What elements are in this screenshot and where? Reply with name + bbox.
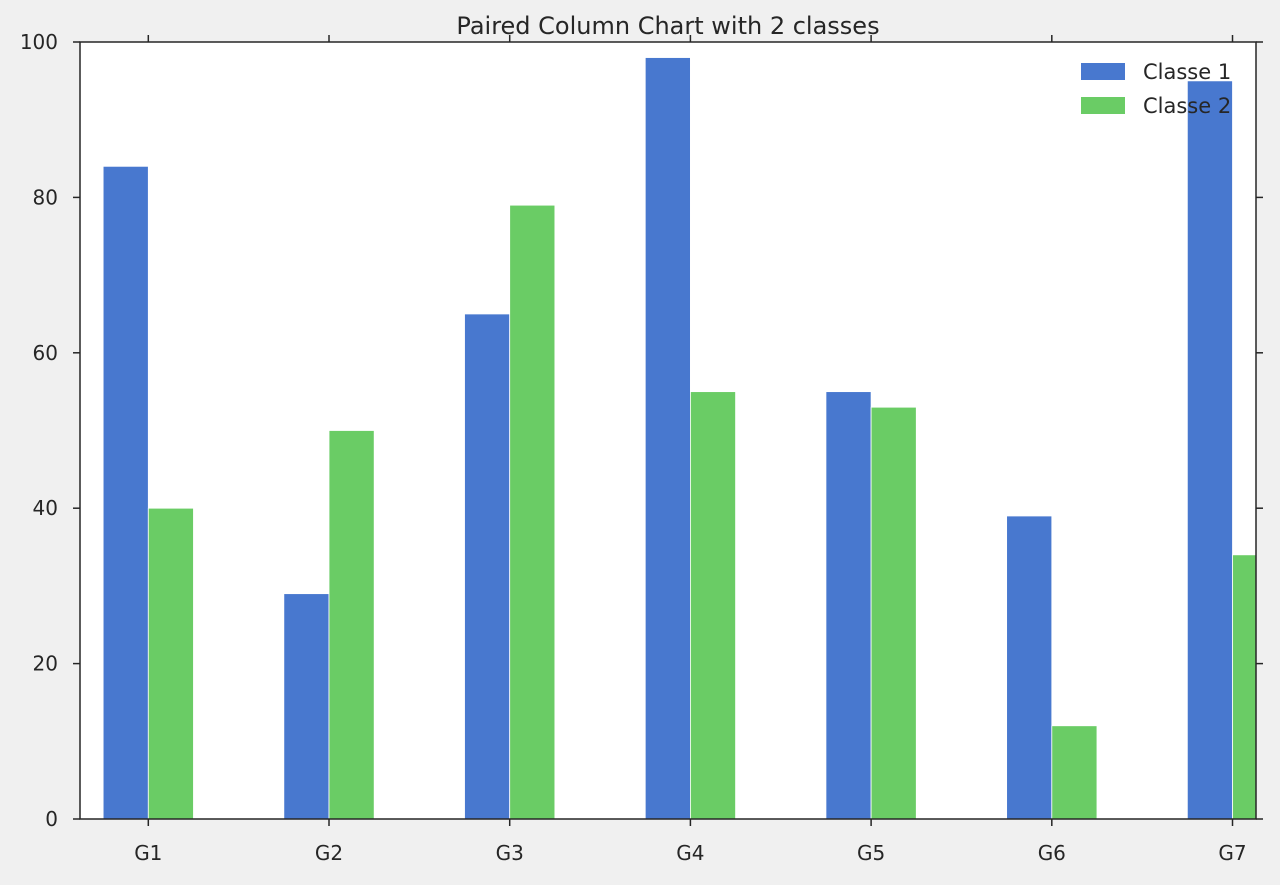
legend-label-series-2: Classe 2 [1143,94,1231,118]
bar-1-g4 [644,57,691,820]
x-tick-label: G6 [1038,841,1066,865]
bar-1-g3 [464,313,511,820]
bar-2-g4 [690,391,736,820]
bar-2-g1 [147,507,194,820]
chart-title: Paired Column Chart with 2 classes [456,12,879,40]
x-tick-label: G3 [496,841,524,865]
bar-2-g5 [870,406,917,820]
x-tick-label: G2 [315,841,343,865]
bar-2-g6 [1051,725,1098,820]
legend-label-series-1: Classe 1 [1143,60,1231,84]
x-tick-label: G5 [857,841,885,865]
bar-1-g1 [102,165,149,820]
bar-2-g2 [328,430,375,820]
legend: Classe 1 Classe 2 [1081,60,1231,118]
x-tick-label: G1 [134,841,162,865]
bar-2-g7 [1232,554,1257,820]
y-tick-label: 60 [33,341,58,365]
ticks-layer: G1 G2 G3 G4 G5 G6 G7 0 20 40 60 80 100 [20,30,1263,865]
y-tick-label: 0 [45,807,58,831]
legend-swatch-series-2 [1081,97,1125,114]
bar-1-g5 [825,391,872,820]
bar-1-g7 [1186,80,1233,820]
y-tick-label: 100 [20,30,58,54]
bars-layer [102,57,1257,820]
legend-swatch-series-1 [1081,63,1125,80]
bar-1-g2 [283,593,330,820]
y-tick-label: 40 [33,496,58,520]
x-tick-label: G4 [676,841,704,865]
bar-2-g3 [509,204,556,820]
y-tick-label: 80 [33,185,58,209]
bar-1-g6 [1006,515,1053,820]
x-tick-label: G7 [1218,841,1246,865]
y-tick-label: 20 [33,652,58,676]
plot-frame [79,41,1257,820]
